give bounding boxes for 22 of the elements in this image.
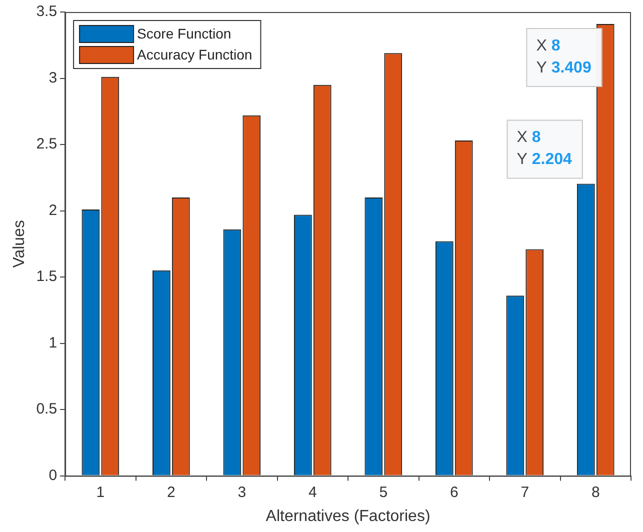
x-axis-title: Alternatives (Factories) xyxy=(266,508,430,525)
y-tick-label: 1 xyxy=(48,334,58,352)
legend-label: Score Function xyxy=(137,25,232,42)
y-tick-label: 2 xyxy=(48,202,58,219)
x-tick-label: 7 xyxy=(520,484,530,501)
y-tick-label: 0 xyxy=(48,466,58,484)
y-tick-label: 0.5 xyxy=(36,400,58,418)
y-axis-title: Values xyxy=(11,220,28,268)
annotation: X 8 Y 2.204 xyxy=(516,129,572,168)
legend-label: Accuracy Function xyxy=(137,46,252,62)
x-tick-label: 5 xyxy=(379,484,388,501)
y-tick-label: 2.5 xyxy=(36,136,58,153)
x-tick-label: 6 xyxy=(450,484,458,501)
y-tick-label: 3 xyxy=(48,69,58,86)
annotation: X 8 Y 3.409 xyxy=(536,37,592,76)
y-tick-label: 1.5 xyxy=(36,268,58,286)
x-tick-label: 3 xyxy=(238,484,246,501)
x-tick-label: 4 xyxy=(308,484,317,501)
x-tick-label: 1 xyxy=(96,484,105,501)
y-tick-label: 3.5 xyxy=(36,3,58,20)
x-tick-label: 2 xyxy=(166,484,176,501)
x-tick-label: 8 xyxy=(591,484,600,501)
